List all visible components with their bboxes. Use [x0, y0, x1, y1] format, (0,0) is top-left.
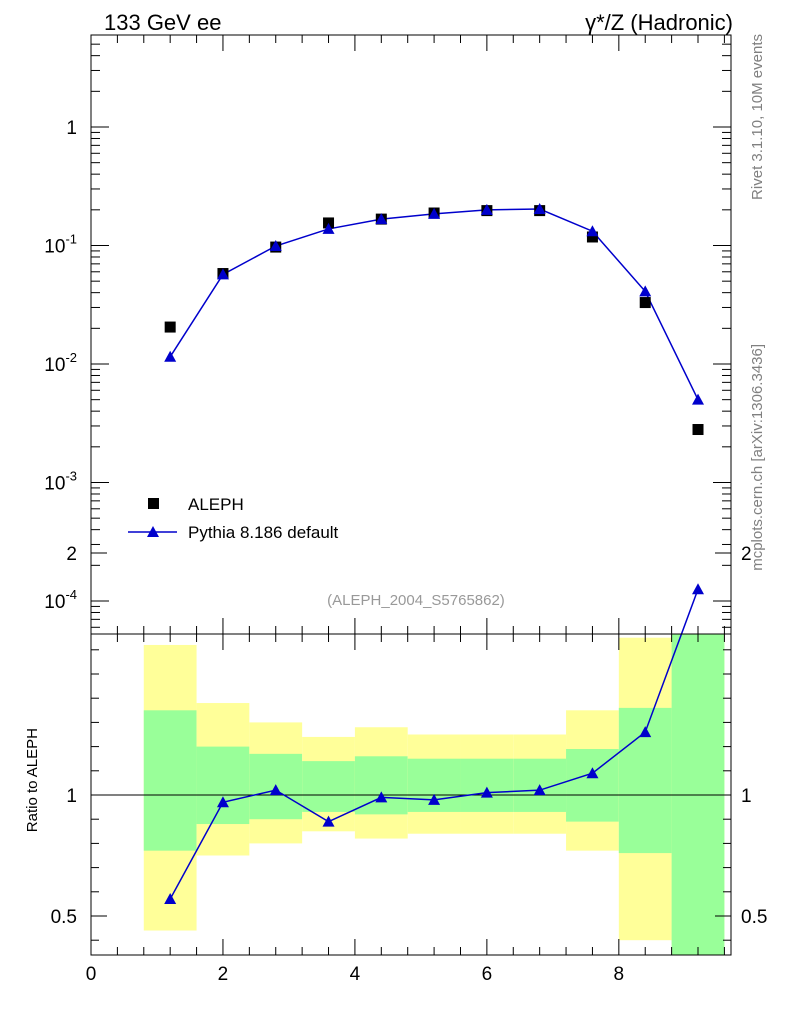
legend-aleph-label: ALEPH [188, 495, 244, 514]
ratio-xtick-label: 6 [482, 964, 493, 985]
ratio-band-inner [196, 746, 250, 825]
main-ytick-label-base: 10 [44, 355, 65, 376]
main-ytick-label-base: 10 [44, 237, 65, 258]
ratio-point [480, 786, 493, 798]
main-ytick-label: 10-4 [44, 587, 77, 613]
mc-point [269, 240, 282, 252]
mc-point [533, 203, 546, 215]
mc-series-line [169, 208, 699, 401]
main-ytick-label: 1 [66, 118, 77, 139]
ratio-point [164, 893, 177, 905]
right-title: γ*/Z (Hadronic) [585, 10, 733, 35]
ratio-xtick-label: 8 [614, 964, 625, 985]
legend-aleph-marker [148, 498, 159, 509]
analysis-id: (ALEPH_2004_S5765862) [327, 592, 505, 609]
ratio-point [269, 784, 282, 796]
rivet-label: Rivet 3.1.10, 10M events [749, 34, 766, 200]
ratio-point [533, 784, 546, 796]
ratio-point [639, 726, 652, 738]
mc-point [322, 222, 335, 234]
ratio-ytick-label-right: 1 [741, 786, 752, 807]
aleph-point [692, 424, 704, 436]
ratio-point [428, 793, 441, 805]
ratio-bands [143, 634, 725, 955]
ratio-ytick-label-right: 2 [741, 544, 752, 565]
main-ytick-label-base: 10 [44, 592, 65, 613]
ratio-band-inner [302, 761, 355, 812]
ratio-xtick-label: 0 [86, 964, 97, 985]
main-axes: 10-410-310-210-11 [44, 34, 732, 635]
ratio-point [216, 796, 229, 808]
mcplots-label: mcplots.cern.ch [arXiv:1306.3436] [749, 344, 766, 571]
ratio-ytick-label: 2 [66, 544, 77, 565]
main-ytick-label-exp: -1 [65, 232, 77, 247]
mc-point [216, 268, 229, 280]
main-series [164, 203, 705, 436]
ratio-band-inner [143, 710, 197, 851]
mc-point [164, 350, 177, 362]
main-ytick-label: 10-1 [44, 232, 77, 258]
mc-point [428, 207, 441, 219]
mc-point [480, 203, 493, 215]
legend-pythia-marker [147, 526, 159, 537]
mc-point [586, 225, 599, 237]
ratio-series [164, 583, 705, 905]
ratio-band-inner [460, 758, 514, 812]
ratio-band-inner [566, 749, 619, 822]
aleph-point [639, 297, 651, 309]
ratio-xtick-label: 4 [350, 964, 361, 985]
ratio-ytick-label: 0.5 [51, 907, 77, 928]
mc-point [639, 285, 652, 297]
ratio-ylabel: Ratio to ALEPH [24, 728, 41, 832]
ratio-point [586, 767, 599, 779]
main-ytick-label-exp: -4 [65, 587, 77, 602]
ratio-ytick-label-right: 0.5 [741, 907, 767, 928]
legend-pythia-label: Pythia 8.186 default [188, 523, 339, 542]
main-ytick-label: 10-2 [44, 350, 77, 376]
main-ytick-label-exp: -2 [65, 350, 77, 365]
main-ytick-label-base: 10 [44, 474, 65, 495]
aleph-point [586, 231, 598, 243]
ratio-axes: 0 2 4 6 8 0.5 0.5 1 1 2 2 [51, 544, 768, 985]
left-title: 133 GeV ee [104, 10, 221, 35]
ratio-point [375, 791, 388, 803]
main-ytick-label: 10-3 [44, 469, 77, 495]
legend: ALEPH Pythia 8.186 default [128, 495, 339, 542]
ratio-xtick-label: 2 [218, 964, 229, 985]
ratio-ytick-label: 1 [66, 786, 77, 807]
mc-point [375, 213, 388, 225]
ratio-point [322, 815, 335, 827]
main-frame [90, 34, 732, 635]
ratio-point [692, 583, 705, 595]
mc-point [692, 393, 705, 405]
main-ytick-label-exp: -3 [65, 469, 77, 484]
aleph-point [164, 321, 176, 333]
